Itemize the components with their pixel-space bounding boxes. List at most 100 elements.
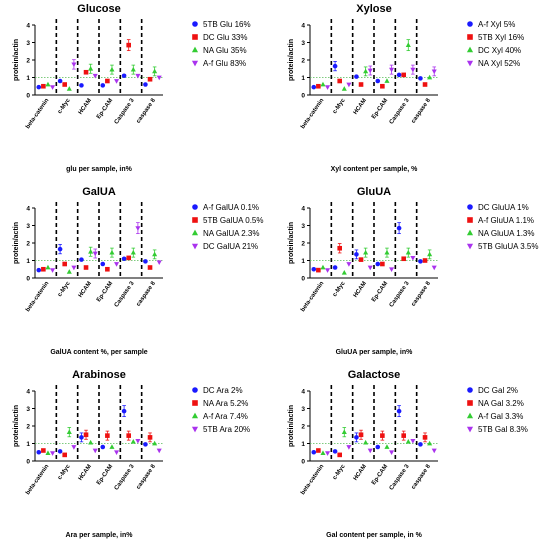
data-point	[135, 73, 141, 79]
data-point	[100, 444, 106, 450]
category-label: HCAM	[78, 98, 93, 116]
chart-title: Glucose	[77, 3, 120, 15]
legend-marker	[466, 412, 474, 419]
data-point	[384, 249, 390, 255]
y-axis-label: protein/actin	[13, 222, 20, 264]
legend-label: 5TB Ara 20%	[203, 425, 250, 434]
data-point	[62, 82, 67, 87]
data-point	[92, 448, 98, 454]
legend-marker	[467, 204, 473, 210]
y-tick-label: 2	[26, 241, 30, 248]
data-point	[380, 433, 385, 438]
category-label: beta-catenin	[25, 97, 50, 130]
data-point	[156, 260, 162, 266]
data-point	[325, 268, 331, 273]
data-point	[427, 74, 433, 80]
legend-label: NA Xyl 52%	[478, 59, 520, 68]
legend-marker	[467, 387, 473, 393]
data-point	[79, 83, 84, 88]
data-point	[100, 83, 106, 88]
legend-label: A-f Glu 83%	[203, 59, 246, 68]
data-point	[316, 448, 321, 453]
data-point	[325, 85, 331, 90]
data-point	[147, 435, 153, 440]
legend-marker	[192, 387, 198, 393]
data-point	[380, 83, 385, 89]
data-point	[396, 408, 402, 414]
data-point	[114, 450, 120, 456]
y-tick-label: 2	[26, 58, 30, 65]
data-point	[422, 258, 428, 263]
data-point	[354, 252, 359, 257]
category-label: c-Myc	[332, 280, 347, 298]
data-point	[100, 261, 106, 267]
legend-label: NA GluUA 1.3%	[478, 229, 534, 238]
category-label: caspase 8	[136, 463, 158, 490]
data-point	[130, 438, 136, 444]
category-label: caspase 8	[411, 280, 433, 307]
data-point	[431, 265, 437, 271]
category-label: beta-catenin	[300, 280, 325, 313]
y-axis-label: protein/actin	[288, 39, 295, 81]
y-tick-label: 1	[301, 258, 305, 265]
category-label: Ep-CAM	[371, 464, 389, 487]
legend-marker	[467, 400, 473, 406]
data-point	[337, 245, 342, 251]
data-point	[337, 452, 342, 458]
y-tick-label: 4	[26, 389, 30, 396]
legend-marker	[467, 34, 473, 40]
legend-marker	[191, 46, 199, 53]
data-point	[36, 449, 42, 455]
data-point	[431, 69, 437, 75]
data-point	[66, 86, 72, 91]
category-label: Ep-CAM	[96, 464, 114, 487]
chart-panel: GalUA 0 1 2 3 4 protein/actin beta-catenin c-Myc…	[13, 186, 263, 356]
data-point	[83, 265, 89, 270]
data-point	[114, 79, 120, 84]
legend-label: DC Ara 2%	[203, 386, 243, 395]
legend-label: 5TB GluUA 3.5%	[478, 242, 538, 251]
legend-marker	[466, 60, 474, 67]
chart-panel: Xylose 0 1 2 3 4 protein/actin beta-catenin c-My…	[288, 3, 524, 173]
legend-marker	[466, 229, 474, 236]
legend-label: DC Glu 33%	[203, 33, 247, 42]
data-point	[354, 74, 359, 79]
category-label: c-Myc	[332, 463, 347, 481]
category-label: HCAM	[78, 464, 93, 482]
data-point	[367, 68, 373, 74]
category-label: beta-catenin	[300, 97, 325, 130]
category-label: HCAM	[353, 281, 368, 299]
data-point	[363, 68, 369, 74]
data-point	[396, 225, 402, 231]
data-point	[147, 265, 153, 270]
data-point	[431, 448, 437, 454]
data-point	[109, 249, 115, 255]
data-point	[88, 439, 94, 445]
data-point	[105, 78, 110, 84]
data-point	[126, 433, 131, 438]
data-point	[418, 259, 423, 264]
y-tick-label: 2	[301, 241, 305, 248]
data-point	[156, 448, 162, 454]
legend-label: DC GluUA 1%	[478, 203, 529, 212]
legend-label: 5TB Gal 8.3%	[478, 425, 528, 434]
data-point	[346, 262, 352, 267]
data-point	[109, 444, 115, 449]
data-point	[114, 262, 120, 267]
data-point	[401, 433, 406, 438]
legend-marker	[466, 46, 474, 53]
y-tick-label: 2	[301, 58, 305, 65]
category-label: beta-catenin	[25, 280, 50, 313]
data-point	[405, 438, 411, 444]
y-tick-label: 0	[26, 93, 30, 100]
chart-panel: GluUA 0 1 2 3 4 protein/actin beta-catenin c-Myc…	[288, 186, 538, 356]
data-point	[341, 429, 347, 434]
data-point	[358, 432, 364, 438]
data-point	[152, 68, 158, 74]
category-label: beta-catenin	[300, 463, 325, 496]
data-point	[62, 452, 67, 458]
chart-panel: Arabinose 0 1 2 3 4 protein/actin beta-catenin c…	[13, 369, 250, 539]
data-point	[405, 42, 411, 47]
legend-marker	[466, 243, 474, 250]
data-point	[41, 83, 46, 89]
